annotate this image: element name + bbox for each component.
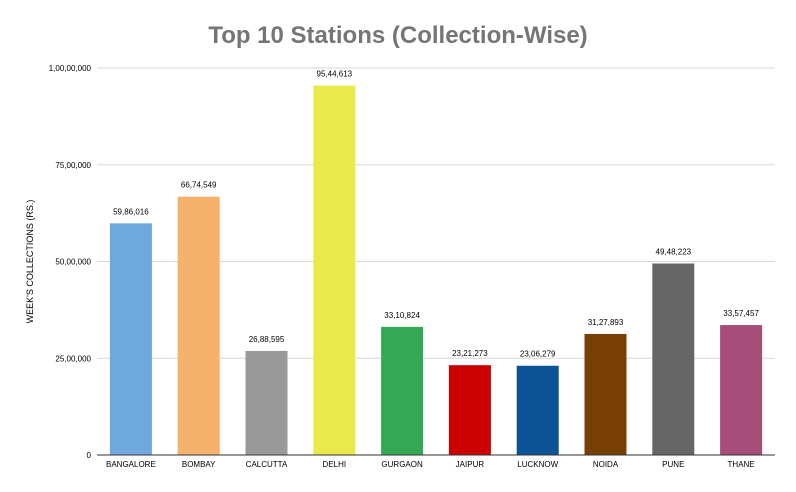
y-tick-label: 1,00,00,000 bbox=[49, 64, 92, 73]
bars bbox=[109, 85, 763, 455]
data-label: 31,27,893 bbox=[588, 318, 624, 327]
x-tick-label: GURGAON bbox=[381, 460, 423, 469]
x-tick-label: NOIDA bbox=[593, 460, 619, 469]
data-label: 59,86,016 bbox=[113, 207, 149, 216]
y-tick-label: 50,00,000 bbox=[55, 258, 91, 267]
bar bbox=[177, 196, 220, 455]
chart-title: Top 10 Stations (Collection-Wise) bbox=[208, 22, 588, 49]
bar bbox=[448, 365, 491, 455]
bar bbox=[313, 85, 356, 455]
bar bbox=[245, 350, 288, 455]
data-label: 66,74,549 bbox=[181, 181, 217, 190]
data-label: 26,88,595 bbox=[249, 335, 285, 344]
y-tick-label: 75,00,000 bbox=[55, 161, 91, 170]
data-labels: 59,86,016 66,74,549 26,88,595 95,44,613 33,1… bbox=[113, 70, 759, 359]
x-axis-ticks: BANGALORE BOMBAY CALCUTTA DELHI GURGAON JAIPU… bbox=[106, 460, 755, 469]
x-tick-label: BOMBAY bbox=[182, 460, 216, 469]
y-tick-label: 25,00,000 bbox=[55, 354, 91, 363]
data-label: 23,21,273 bbox=[452, 349, 488, 358]
bar bbox=[720, 325, 763, 455]
x-tick-label: DELHI bbox=[323, 460, 347, 469]
bar bbox=[109, 223, 152, 455]
x-tick-label: PUNE bbox=[662, 460, 684, 469]
x-tick-label: CALCUTTA bbox=[246, 460, 288, 469]
x-tick-label: JAIPUR bbox=[456, 460, 485, 469]
bar bbox=[652, 263, 695, 455]
data-label: 33,10,824 bbox=[384, 311, 420, 320]
bar bbox=[381, 326, 424, 455]
x-tick-label: LUCKNOW bbox=[517, 460, 558, 469]
x-tick-label: THANE bbox=[728, 460, 755, 469]
data-label: 95,44,613 bbox=[317, 70, 353, 79]
bar bbox=[516, 365, 559, 455]
data-label: 49,48,223 bbox=[656, 248, 692, 257]
y-axis-ticks: 0 25,00,000 50,00,000 75,00,000 1,00,00,000 bbox=[49, 64, 92, 460]
y-tick-label: 0 bbox=[87, 451, 92, 460]
data-label: 33,57,457 bbox=[723, 309, 759, 318]
bar bbox=[584, 333, 627, 455]
data-label: 23,06,279 bbox=[520, 350, 556, 359]
x-tick-label: BANGALORE bbox=[106, 460, 156, 469]
y-axis-title: WEEK'S COLLECTIONS (RS.) bbox=[25, 200, 35, 324]
